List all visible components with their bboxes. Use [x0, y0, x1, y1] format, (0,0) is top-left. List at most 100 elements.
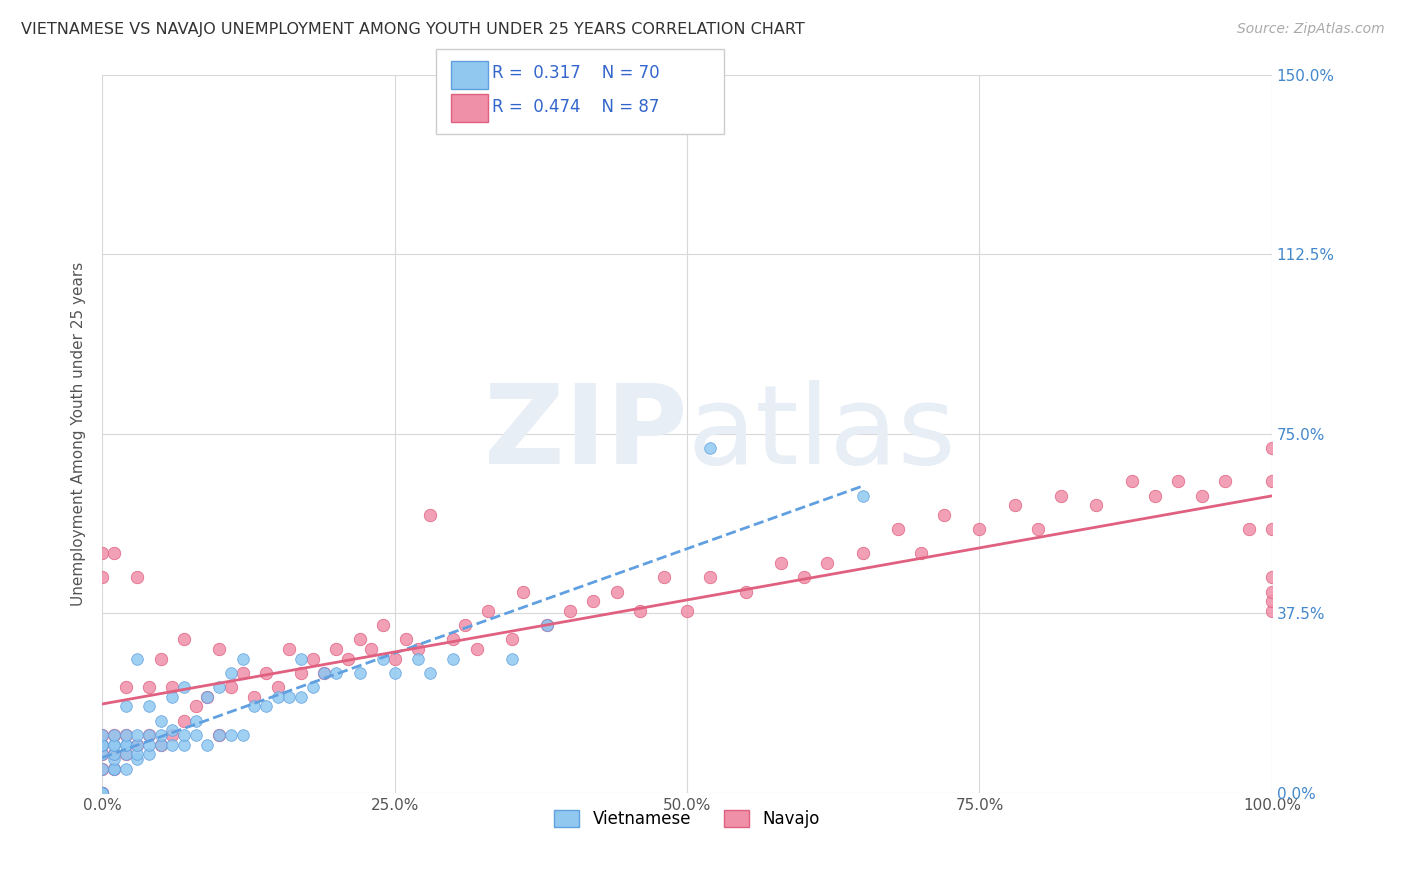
Vietnamese	[290, 651, 312, 665]
Navajo	[103, 728, 125, 742]
Vietnamese	[127, 651, 149, 665]
Text: VIETNAMESE VS NAVAJO UNEMPLOYMENT AMONG YOUTH UNDER 25 YEARS CORRELATION CHART: VIETNAMESE VS NAVAJO UNEMPLOYMENT AMONG …	[21, 22, 804, 37]
Navajo	[254, 665, 277, 680]
Vietnamese	[114, 738, 136, 752]
Navajo	[371, 618, 394, 632]
Y-axis label: Unemployment Among Youth under 25 years: Unemployment Among Youth under 25 years	[72, 261, 86, 606]
Navajo	[336, 651, 359, 665]
Navajo	[606, 584, 628, 599]
Vietnamese	[149, 728, 172, 742]
Navajo	[91, 570, 114, 584]
Navajo	[162, 681, 184, 695]
Navajo	[1050, 489, 1073, 503]
Navajo	[454, 618, 477, 632]
Vietnamese	[219, 728, 242, 742]
Navajo	[477, 604, 499, 618]
Navajo	[769, 556, 792, 570]
Vietnamese	[103, 752, 125, 766]
Navajo	[208, 728, 231, 742]
Text: R =  0.474    N = 87: R = 0.474 N = 87	[492, 98, 659, 116]
Vietnamese	[266, 690, 288, 704]
Navajo	[91, 786, 114, 800]
Vietnamese	[406, 651, 429, 665]
Navajo	[173, 714, 195, 728]
Vietnamese	[127, 747, 149, 762]
Navajo	[184, 699, 207, 714]
Vietnamese	[138, 699, 160, 714]
Vietnamese	[371, 651, 394, 665]
Navajo	[1167, 475, 1189, 489]
Vietnamese	[149, 738, 172, 752]
Navajo	[349, 632, 371, 647]
Navajo	[652, 570, 675, 584]
Navajo	[149, 651, 172, 665]
Vietnamese	[219, 665, 242, 680]
Vietnamese	[208, 728, 231, 742]
Navajo	[1191, 489, 1213, 503]
Vietnamese	[851, 489, 873, 503]
Navajo	[103, 762, 125, 776]
Vietnamese	[184, 714, 207, 728]
Navajo	[1261, 604, 1284, 618]
Navajo	[851, 546, 873, 560]
Navajo	[314, 665, 336, 680]
Vietnamese	[301, 681, 323, 695]
Navajo	[1261, 522, 1284, 536]
Vietnamese	[419, 665, 441, 680]
Vietnamese	[127, 728, 149, 742]
Navajo	[91, 786, 114, 800]
Navajo	[290, 665, 312, 680]
Navajo	[501, 632, 523, 647]
Vietnamese	[149, 714, 172, 728]
Vietnamese	[91, 786, 114, 800]
Vietnamese	[162, 690, 184, 704]
Vietnamese	[91, 762, 114, 776]
Vietnamese	[114, 738, 136, 752]
Navajo	[582, 594, 605, 608]
Vietnamese	[232, 728, 254, 742]
Navajo	[91, 786, 114, 800]
Navajo	[1261, 570, 1284, 584]
Navajo	[815, 556, 838, 570]
Navajo	[1121, 475, 1143, 489]
Vietnamese	[138, 728, 160, 742]
Navajo	[1143, 489, 1166, 503]
Vietnamese	[536, 618, 558, 632]
Vietnamese	[232, 651, 254, 665]
Navajo	[1261, 441, 1284, 455]
Navajo	[91, 546, 114, 560]
Navajo	[395, 632, 418, 647]
Navajo	[360, 642, 382, 657]
Navajo	[91, 762, 114, 776]
Vietnamese	[138, 747, 160, 762]
Vietnamese	[208, 681, 231, 695]
Navajo	[278, 642, 301, 657]
Vietnamese	[114, 762, 136, 776]
Vietnamese	[325, 665, 347, 680]
Vietnamese	[91, 747, 114, 762]
Navajo	[406, 642, 429, 657]
Navajo	[676, 604, 699, 618]
Navajo	[793, 570, 815, 584]
Vietnamese	[103, 762, 125, 776]
Vietnamese	[127, 738, 149, 752]
Navajo	[934, 508, 956, 522]
Vietnamese	[173, 728, 195, 742]
Navajo	[969, 522, 991, 536]
Vietnamese	[91, 738, 114, 752]
Navajo	[301, 651, 323, 665]
Navajo	[127, 738, 149, 752]
Vietnamese	[103, 738, 125, 752]
Navajo	[197, 690, 219, 704]
Navajo	[173, 632, 195, 647]
Navajo	[465, 642, 488, 657]
Navajo	[1261, 594, 1284, 608]
Navajo	[628, 604, 651, 618]
Navajo	[149, 738, 172, 752]
Navajo	[512, 584, 534, 599]
Text: R =  0.317    N = 70: R = 0.317 N = 70	[492, 64, 659, 82]
Vietnamese	[162, 738, 184, 752]
Vietnamese	[103, 738, 125, 752]
Vietnamese	[91, 786, 114, 800]
Vietnamese	[197, 738, 219, 752]
